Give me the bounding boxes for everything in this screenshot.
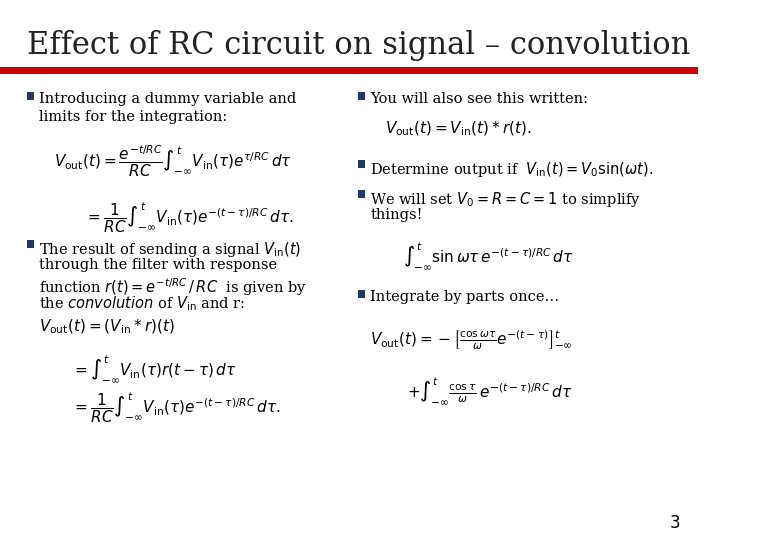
- FancyBboxPatch shape: [358, 290, 365, 298]
- Text: We will set $V_0 = R = C = 1$ to simplify: We will set $V_0 = R = C = 1$ to simplif…: [370, 190, 641, 209]
- Text: through the filter with response: through the filter with response: [39, 258, 278, 272]
- Text: $+ \int_{-\infty}^{t} \frac{\cos\tau}{\omega}\, e^{-(t-\tau)/RC}\, d\tau$: $+ \int_{-\infty}^{t} \frac{\cos\tau}{\o…: [407, 375, 573, 406]
- FancyBboxPatch shape: [0, 67, 698, 74]
- Text: the $\it{convolution}$ of $V_{\mathrm{in}}$ and r:: the $\it{convolution}$ of $V_{\mathrm{in…: [39, 294, 246, 313]
- Text: You will also see this written:: You will also see this written:: [370, 92, 588, 106]
- Text: $\int_{-\infty}^{t} \sin\omega\tau\, e^{-(t-\tau)/RC}\, d\tau$: $\int_{-\infty}^{t} \sin\omega\tau\, e^{…: [402, 240, 573, 271]
- Text: $= \dfrac{1}{RC}\int_{-\infty}^{t} V_{\mathrm{in}}(\tau)e^{-(t-\tau)/RC}\, d\tau: $= \dfrac{1}{RC}\int_{-\infty}^{t} V_{\m…: [72, 390, 280, 425]
- Text: Integrate by parts once…: Integrate by parts once…: [370, 290, 559, 304]
- Text: $V_{\mathrm{out}}(t) = (V_{\mathrm{in}} * r)(t)$: $V_{\mathrm{out}}(t) = (V_{\mathrm{in}} …: [39, 318, 176, 336]
- FancyBboxPatch shape: [358, 160, 365, 168]
- FancyBboxPatch shape: [358, 92, 365, 100]
- Text: $V_{\mathrm{out}}(t) = V_{\mathrm{in}}(t)*r(t).$: $V_{\mathrm{out}}(t) = V_{\mathrm{in}}(t…: [385, 120, 531, 138]
- FancyBboxPatch shape: [358, 190, 365, 198]
- Text: The result of sending a signal $V_{\mathrm{in}}(t)$: The result of sending a signal $V_{\math…: [39, 240, 302, 259]
- FancyBboxPatch shape: [27, 92, 34, 100]
- Text: $= \dfrac{1}{RC}\int_{-\infty}^{t} V_{\mathrm{in}}(\tau)e^{-(t-\tau)/RC}\, d\tau: $= \dfrac{1}{RC}\int_{-\infty}^{t} V_{\m…: [85, 200, 294, 235]
- Text: Introducing a dummy variable and: Introducing a dummy variable and: [39, 92, 296, 106]
- Text: 3: 3: [669, 514, 680, 532]
- Text: things!: things!: [370, 208, 423, 222]
- FancyBboxPatch shape: [27, 240, 34, 248]
- Text: function $r(t) = e^{-t/RC}\,/\,RC$  is given by: function $r(t) = e^{-t/RC}\,/\,RC$ is gi…: [39, 276, 307, 298]
- Text: $V_{\mathrm{out}}(t) = \dfrac{e^{-t/RC}}{RC}\int_{-\infty}^{t} V_{\mathrm{in}}(\: $V_{\mathrm{out}}(t) = \dfrac{e^{-t/RC}}…: [54, 144, 292, 179]
- Text: limits for the integration:: limits for the integration:: [39, 110, 228, 124]
- Text: Effect of RC circuit on signal – convolution: Effect of RC circuit on signal – convolu…: [27, 30, 690, 61]
- Text: $V_{\mathrm{out}}(t) = -\left[\frac{\cos\omega\tau}{\omega}e^{-(t-\tau)}\right]_: $V_{\mathrm{out}}(t) = -\left[\frac{\cos…: [370, 328, 573, 351]
- Text: $= \int_{-\infty}^{t} V_{\mathrm{in}}(\tau)r(t-\tau)\,d\tau$: $= \int_{-\infty}^{t} V_{\mathrm{in}}(\t…: [72, 353, 236, 384]
- Text: Determine output if  $V_{\mathrm{in}}(t) = V_0 \sin(\omega t).$: Determine output if $V_{\mathrm{in}}(t) …: [370, 160, 654, 179]
